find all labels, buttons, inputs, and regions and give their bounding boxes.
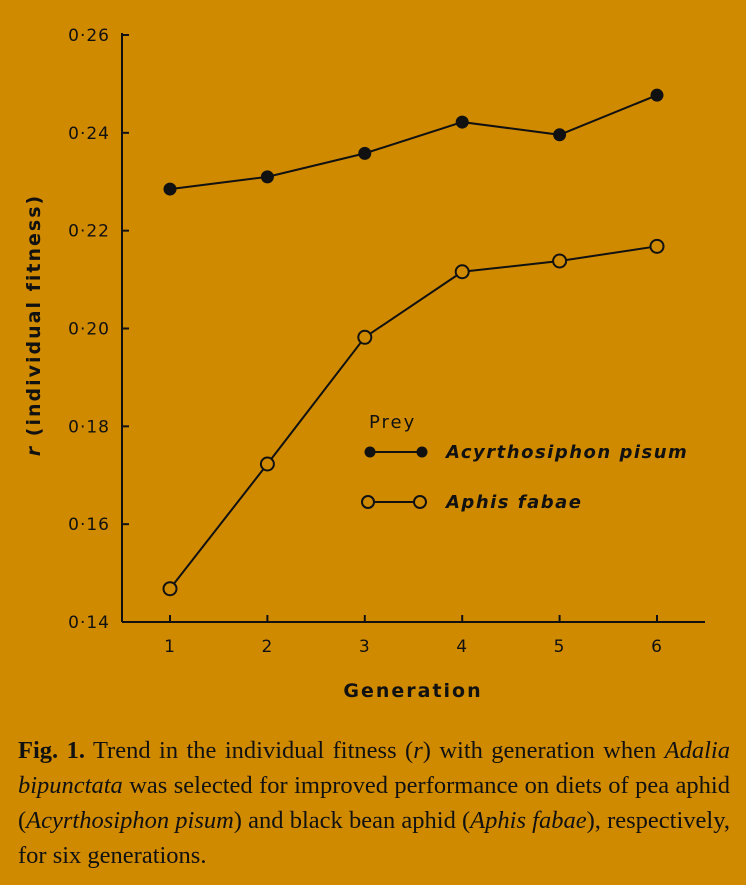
series-line-aphis-fabae [169, 245, 658, 590]
y-tick-label: 0·26 [68, 26, 110, 46]
y-tick-label: 0·16 [68, 515, 110, 535]
caption-symbol-r: r [413, 737, 423, 764]
legend-marker-acyrthosiphon-left [364, 446, 376, 458]
data-point-acyrthosiphon-pisum [163, 182, 177, 196]
y-tick-label: 0·20 [68, 320, 110, 340]
caption-species-adalia: Adalia bipunctata [18, 737, 730, 799]
caption-text-1: Trend in the individual fitness ( [84, 737, 414, 764]
y-tick-label: 0·22 [68, 222, 110, 242]
legend-marker-aphis-right [413, 495, 427, 509]
caption-text-3: was selected for improved performance on… [18, 772, 730, 834]
x-tick-label: 3 [359, 637, 371, 657]
data-point-aphis-fabae [454, 264, 470, 280]
data-point-aphis-fabae [552, 253, 568, 269]
x-tick-label: 6 [651, 637, 663, 657]
x-tick-label: 4 [456, 637, 468, 657]
data-point-acyrthosiphon-pisum [553, 128, 567, 142]
x-tick-label: 5 [554, 637, 566, 657]
legend-label-aphis: Aphis fabae [444, 492, 583, 513]
y-tick-label: 0·24 [68, 124, 110, 144]
chart-axes [121, 33, 705, 623]
data-point-acyrthosiphon-pisum [455, 115, 469, 129]
data-point-aphis-fabae [357, 329, 373, 345]
chart-series [162, 88, 665, 597]
data-point-acyrthosiphon-pisum [260, 170, 274, 184]
data-point-acyrthosiphon-pisum [358, 146, 372, 160]
series-line-acyrthosiphon-pisum [169, 94, 658, 191]
y-axis-label-text: (individual fitness) [23, 194, 45, 445]
x-tick-label: 2 [261, 637, 273, 657]
caption-text-4: ) and black bean aphid ( [233, 807, 471, 834]
legend-label-acyrthosiphon: Acyrthosiphon pisum [444, 442, 688, 463]
legend-marker-aphis-left [361, 495, 375, 509]
caption-species-aphis: Aphis fabae [470, 807, 587, 834]
legend-title: Prey [369, 412, 416, 433]
x-axis-label: Generation [343, 680, 482, 702]
y-tick-label: 0·18 [68, 417, 110, 437]
figure-caption: Fig. 1. Trend in the individual fitness … [18, 733, 730, 873]
caption-species-acyrthosiphon: Acyrthosiphon pisum [26, 807, 234, 834]
chart-legend: Prey Acyrthosiphon pisum Aphis fabae [361, 412, 688, 513]
caption-text-5: ), respectively, for six generations. [18, 807, 730, 869]
fitness-line-chart: 0·14 0·16 0·18 0·20 0·22 0·24 0·26 1 2 3 4 5 6 Gener… [23, 26, 705, 702]
chart-ticks: 0·14 0·16 0·18 0·20 0·22 0·24 0·26 1 2 3 4 5 6 [68, 26, 663, 657]
caption-text-2: ) with generation when [422, 737, 665, 764]
y-axis-label-symbol: r [23, 445, 45, 456]
y-axis-label: r (individual fitness) [23, 194, 45, 456]
data-point-acyrthosiphon-pisum [650, 88, 664, 102]
legend-marker-acyrthosiphon-right [416, 446, 428, 458]
caption-fig-label: Fig. 1. [18, 737, 85, 764]
data-point-aphis-fabae [162, 581, 178, 597]
x-tick-label: 1 [164, 637, 176, 657]
data-point-aphis-fabae [649, 238, 665, 254]
data-point-aphis-fabae [259, 456, 275, 472]
y-tick-label: 0·14 [68, 613, 110, 633]
